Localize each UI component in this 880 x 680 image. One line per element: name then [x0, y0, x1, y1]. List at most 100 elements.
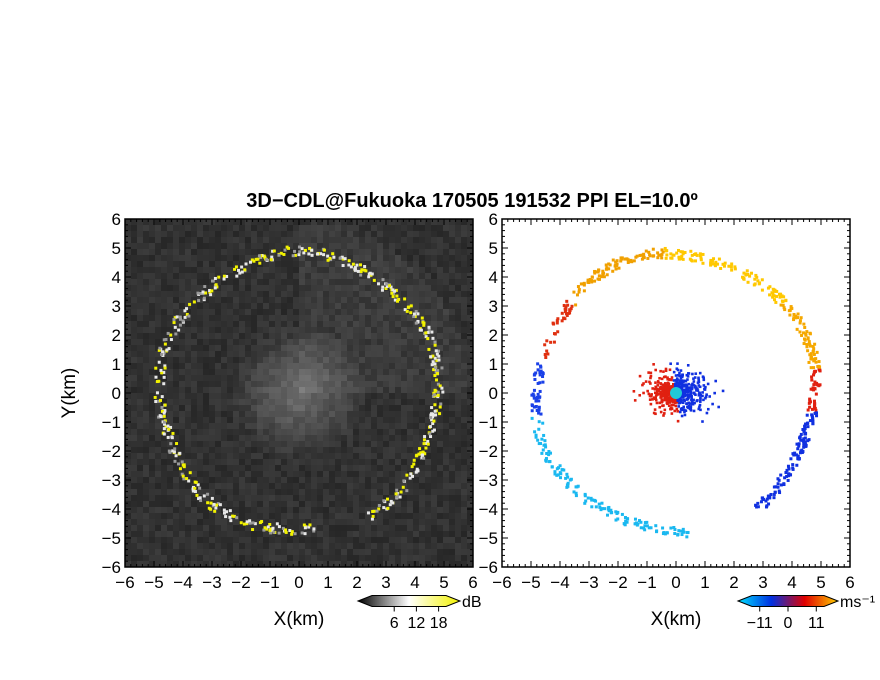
noise-cell: [461, 411, 467, 417]
velocity-point: [803, 440, 807, 444]
noise-cell: [143, 285, 149, 291]
noise-cell: [461, 513, 467, 519]
velocity-point: [699, 256, 703, 260]
noise-cell: [437, 549, 443, 555]
noise-cell: [347, 369, 353, 375]
noise-cell: [143, 411, 149, 417]
ring-echo-point: [164, 425, 168, 429]
noise-cell: [269, 369, 275, 375]
noise-cell: [257, 513, 263, 519]
noise-cell: [329, 555, 335, 561]
noise-cell: [251, 357, 257, 363]
noise-cell: [185, 429, 191, 435]
velocity-point: [794, 316, 798, 320]
velocity-point: [564, 305, 568, 309]
noise-cell: [377, 393, 383, 399]
velocity-point: [807, 438, 811, 442]
noise-cell: [131, 333, 137, 339]
noise-cell: [239, 279, 245, 285]
ring-echo-point: [180, 460, 184, 464]
noise-cell: [371, 243, 377, 249]
noise-cell: [155, 279, 161, 285]
noise-cell: [443, 549, 449, 555]
noise-cell: [413, 411, 419, 417]
noise-cell: [359, 417, 365, 423]
noise-cell: [173, 525, 179, 531]
noise-cell: [137, 339, 143, 345]
noise-cell: [233, 393, 239, 399]
noise-cell: [419, 375, 425, 381]
noise-cell: [425, 447, 431, 453]
noise-cell: [365, 453, 371, 459]
noise-cell: [155, 453, 161, 459]
noise-cell: [401, 393, 407, 399]
noise-cell: [275, 375, 281, 381]
noise-cell: [203, 531, 209, 537]
noise-cell: [335, 237, 341, 243]
noise-cell: [179, 399, 185, 405]
noise-cell: [281, 399, 287, 405]
noise-cell: [275, 465, 281, 471]
velocity-point: [786, 478, 790, 482]
noise-cell: [461, 543, 467, 549]
velocity-point: [639, 526, 643, 530]
noise-cell: [347, 519, 353, 525]
noise-cell: [377, 267, 383, 273]
noise-cell: [437, 393, 443, 399]
noise-cell: [197, 447, 203, 453]
noise-cell: [233, 399, 239, 405]
noise-cell: [425, 393, 431, 399]
noise-cell: [383, 495, 389, 501]
ring-echo-point: [328, 256, 332, 260]
noise-cell: [227, 309, 233, 315]
velocity-point: [669, 252, 673, 256]
noise-cell: [455, 363, 461, 369]
noise-cell: [401, 345, 407, 351]
noise-cell: [209, 417, 215, 423]
noise-cell: [365, 561, 371, 567]
ring-echo-point: [163, 403, 167, 407]
noise-cell: [251, 309, 257, 315]
noise-cell: [287, 255, 293, 261]
noise-cell: [287, 369, 293, 375]
velocity-point: [808, 331, 812, 335]
noise-cell: [407, 339, 413, 345]
noise-cell: [293, 369, 299, 375]
noise-cell: [443, 315, 449, 321]
velocity-point: [568, 308, 572, 312]
noise-cell: [455, 459, 461, 465]
noise-cell: [257, 243, 263, 249]
noise-cell: [431, 363, 437, 369]
noise-cell: [383, 261, 389, 267]
velocity-point: [572, 490, 576, 494]
ring-echo-point: [371, 509, 375, 513]
noise-cell: [329, 381, 335, 387]
noise-cell: [377, 471, 383, 477]
noise-cell: [371, 261, 377, 267]
velocity-point: [673, 532, 677, 536]
velocity-point: [563, 310, 567, 314]
ring-echo-point: [283, 248, 287, 252]
noise-cell: [377, 405, 383, 411]
noise-cell: [173, 531, 179, 537]
noise-cell: [131, 555, 137, 561]
noise-cell: [461, 495, 467, 501]
noise-cell: [203, 513, 209, 519]
ring-echo-point: [428, 432, 432, 436]
noise-cell: [287, 519, 293, 525]
noise-cell: [311, 405, 317, 411]
noise-cell: [389, 243, 395, 249]
noise-cell: [167, 369, 173, 375]
noise-cell: [227, 417, 233, 423]
noise-cell: [311, 435, 317, 441]
ring-echo-point: [161, 350, 165, 354]
velocity-point: [677, 248, 681, 252]
ring-echo-point: [197, 298, 201, 302]
noise-cell: [155, 423, 161, 429]
noise-cell: [329, 465, 335, 471]
noise-cell: [419, 345, 425, 351]
noise-cell: [395, 507, 401, 513]
noise-cell: [383, 459, 389, 465]
noise-cell: [197, 333, 203, 339]
noise-cell: [263, 297, 269, 303]
